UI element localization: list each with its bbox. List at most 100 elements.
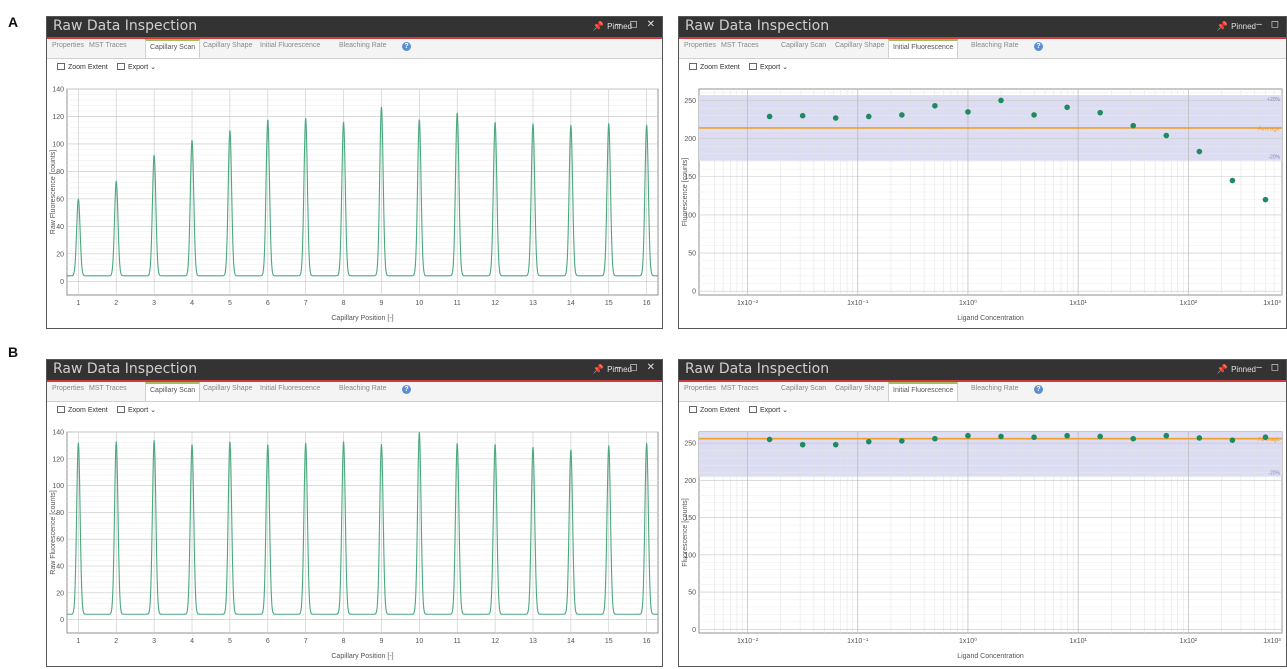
tab-mst-traces[interactable]: MST Traces <box>89 42 127 49</box>
tab-capillary-shape[interactable]: Capillary Shape <box>203 42 253 49</box>
pin-toggle[interactable]: 📌 Pinned <box>593 364 632 375</box>
tab-bleaching-rate[interactable]: Bleaching Rate <box>971 385 1019 392</box>
tab-capillary-shape[interactable]: Capillary Shape <box>203 385 253 392</box>
x-tick-label: 14 <box>567 300 575 307</box>
average-label: Average <box>1258 437 1281 443</box>
help-icon[interactable]: ? <box>1034 385 1043 394</box>
data-point <box>932 102 938 109</box>
tab-mst-traces[interactable]: MST Traces <box>721 42 759 49</box>
window-controls[interactable]: – ◻ ✕ <box>615 362 658 373</box>
data-point <box>832 115 839 121</box>
tab-properties[interactable]: Properties <box>684 385 716 392</box>
tab-initial-fluorescence[interactable]: Initial Fluorescence <box>260 385 321 392</box>
tab-mst-traces[interactable]: MST Traces <box>721 385 759 392</box>
zoom-extent-button[interactable]: Zoom Extent <box>689 63 740 71</box>
y-tick-label: 150 <box>684 515 696 522</box>
zoom-extent-button[interactable]: Zoom Extent <box>689 406 740 414</box>
tab-capillary-scan[interactable]: Capillary Scan <box>145 39 201 58</box>
tab-strip: Properties MST Traces Capillary Scan Capill… <box>679 39 1286 59</box>
tab-bleaching-rate[interactable]: Bleaching Rate <box>339 385 387 392</box>
pin-toggle[interactable]: 📌 Pinned <box>1217 364 1256 375</box>
tab-capillary-scan[interactable]: Capillary Scan <box>145 382 201 401</box>
x-tick-label: 8 <box>342 300 346 307</box>
pin-toggle[interactable]: 📌 Pinned <box>593 21 632 32</box>
x-tick-label: 9 <box>379 300 383 307</box>
data-point <box>1130 122 1137 129</box>
window-title: Raw Data Inspection <box>53 361 198 377</box>
help-icon[interactable]: ? <box>402 42 411 51</box>
y-tick-label: 120 <box>52 114 64 121</box>
tab-bleaching-rate[interactable]: Bleaching Rate <box>339 42 387 49</box>
y-tick-label: 40 <box>56 564 64 571</box>
average-label: Average <box>1258 126 1281 132</box>
tab-mst-traces[interactable]: MST Traces <box>89 385 127 392</box>
x-tick-label: 4 <box>190 638 194 645</box>
title-bar: Raw Data Inspection 📌 Pinned – ◻ ✕ <box>47 17 662 39</box>
fluor-window-b: Raw Data Inspection 📌 Pinned – ◻ Properties M… <box>678 359 1287 667</box>
y-tick-label: 100 <box>684 552 696 559</box>
x-tick-label: 10 <box>415 638 423 645</box>
zoom-extent-icon <box>689 406 697 413</box>
window-controls[interactable]: – ◻ <box>1256 362 1282 373</box>
help-icon[interactable]: ? <box>402 385 411 394</box>
window-controls[interactable]: – ◻ ✕ <box>615 19 658 30</box>
data-point <box>1229 177 1236 184</box>
export-button[interactable]: Export ⌄ <box>117 63 156 71</box>
x-tick-label: 1x10⁻¹ <box>847 638 869 645</box>
y-tick-label: 100 <box>52 141 64 148</box>
lower-band-label: -20% <box>1268 155 1280 161</box>
x-tick-label: 1x10⁰ <box>959 299 977 307</box>
data-point <box>766 113 773 120</box>
toolbar: Zoom Extent Export ⌄ <box>47 59 662 77</box>
x-tick-label: 3 <box>152 300 156 307</box>
x-tick-label: 6 <box>266 300 270 307</box>
x-tick-label: 14 <box>567 638 575 645</box>
export-button[interactable]: Export ⌄ <box>117 406 156 414</box>
data-point <box>766 436 773 443</box>
x-tick-label: 8 <box>342 638 346 645</box>
tab-capillary-shape[interactable]: Capillary Shape <box>835 385 885 392</box>
data-point <box>998 97 1004 104</box>
x-tick-label: 1x10² <box>1180 638 1198 645</box>
x-tick-label: 11 <box>454 638 461 645</box>
export-icon <box>117 63 125 70</box>
tab-capillary-shape[interactable]: Capillary Shape <box>835 42 885 49</box>
toolbar: Zoom Extent Export ⌄ <box>679 59 1286 77</box>
zoom-extent-button[interactable]: Zoom Extent <box>57 406 108 414</box>
x-tick-label: 1x10⁻¹ <box>847 300 869 307</box>
x-axis-label: Ligand Concentration <box>957 653 1024 660</box>
data-point <box>1064 104 1070 111</box>
tab-initial-fluorescence[interactable]: Initial Fluorescence <box>888 382 959 401</box>
export-button[interactable]: Export ⌄ <box>749 406 788 414</box>
y-tick-label: 140 <box>52 87 64 94</box>
pin-icon: 📌 <box>592 21 605 31</box>
tab-properties[interactable]: Properties <box>684 42 716 49</box>
tab-strip: Properties MST Traces Capillary Scan Capill… <box>47 39 662 59</box>
tab-capillary-scan[interactable]: Capillary Scan <box>781 385 827 392</box>
tab-initial-fluorescence[interactable]: Initial Fluorescence <box>888 39 959 58</box>
y-axis-label: Fluorescence [counts] <box>682 158 689 227</box>
y-tick-label: 120 <box>52 456 64 463</box>
export-button[interactable]: Export ⌄ <box>749 63 788 71</box>
window-title: Raw Data Inspection <box>685 361 830 377</box>
zoom-extent-label: Zoom Extent <box>700 64 740 71</box>
tab-properties[interactable]: Properties <box>52 385 84 392</box>
window-controls[interactable]: – ◻ <box>1256 19 1282 30</box>
tab-bleaching-rate[interactable]: Bleaching Rate <box>971 42 1019 49</box>
tab-initial-fluorescence[interactable]: Initial Fluorescence <box>260 42 321 49</box>
zoom-extent-label: Zoom Extent <box>68 407 108 414</box>
y-tick-label: 150 <box>684 174 696 181</box>
tab-capillary-scan[interactable]: Capillary Scan <box>781 42 827 49</box>
x-tick-label: 11 <box>454 300 461 307</box>
x-tick-label: 12 <box>491 300 499 307</box>
data-point <box>865 113 872 120</box>
data-point <box>899 438 905 444</box>
x-tick-label: 6 <box>266 638 270 645</box>
data-point <box>1130 435 1137 442</box>
help-icon[interactable]: ? <box>1034 42 1043 51</box>
data-point <box>1031 434 1037 441</box>
tab-properties[interactable]: Properties <box>52 42 84 49</box>
pin-toggle[interactable]: 📌 Pinned <box>1217 21 1256 32</box>
zoom-extent-button[interactable]: Zoom Extent <box>57 63 108 71</box>
title-bar: Raw Data Inspection 📌 Pinned – ◻ ✕ <box>47 360 662 382</box>
